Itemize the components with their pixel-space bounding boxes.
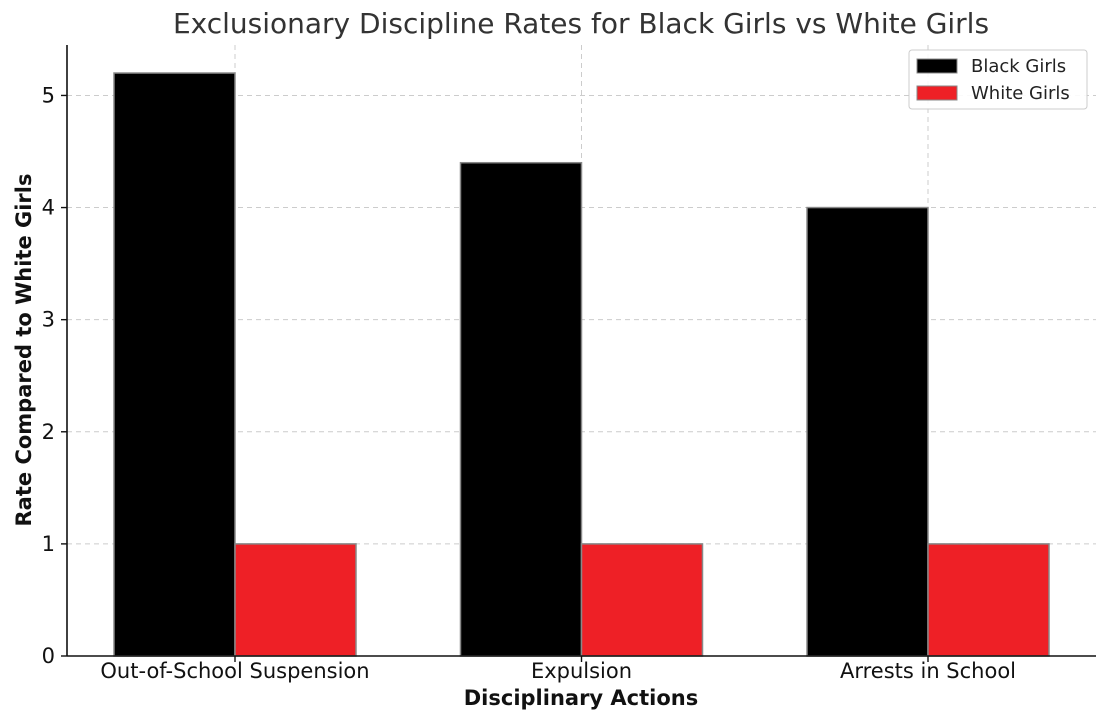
x-axis-label: Disciplinary Actions [464,686,699,710]
x-tick-label: Expulsion [531,659,632,683]
bar-white-girls [234,543,357,657]
y-tick-label: 0 [42,644,55,668]
y-tick-label: 1 [42,532,55,556]
x-ticks: Out-of-School Suspension Expulsion Arrests… [100,656,1016,683]
bar-white-girls [927,543,1050,657]
chart-title: Exclusionary Discipline Rates for Black … [173,7,989,40]
bars [113,72,1050,657]
y-axis-label: Rate Compared to White Girls [12,174,36,527]
bar-white-girls [580,543,704,657]
y-tick-label: 5 [42,83,55,107]
y-tick-label: 2 [42,420,55,444]
legend-label: White Girls [971,83,1070,104]
legend-swatch [916,58,958,74]
legend: Black Girls White Girls [908,49,1088,110]
x-tick-label: Out-of-School Suspension [100,659,369,683]
bar-black-girls [806,206,929,657]
legend-label: Black Girls [971,56,1066,77]
bar-black-girls [459,161,583,657]
bar-black-girls [113,72,236,657]
y-tick-label: 3 [42,308,55,332]
x-tick-label: Arrests in School [840,659,1016,683]
legend-swatch [916,85,958,101]
y-ticks: 0 1 2 3 4 5 [42,83,67,668]
y-tick-label: 4 [42,196,55,220]
